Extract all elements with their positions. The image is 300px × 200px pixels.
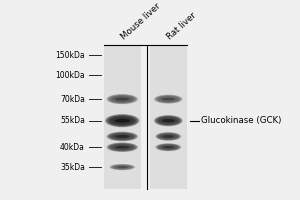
Ellipse shape [112,165,132,169]
Ellipse shape [158,133,178,140]
Ellipse shape [110,144,135,151]
Ellipse shape [109,116,135,125]
Ellipse shape [155,95,181,103]
Ellipse shape [111,164,134,170]
Ellipse shape [155,132,181,141]
Ellipse shape [158,117,178,124]
Ellipse shape [111,117,134,124]
Ellipse shape [116,166,128,168]
Ellipse shape [105,114,140,127]
Ellipse shape [162,119,175,122]
Text: 35kDa: 35kDa [60,163,85,172]
Ellipse shape [106,142,138,152]
Ellipse shape [106,94,138,104]
Ellipse shape [157,116,180,125]
Ellipse shape [154,115,183,126]
Ellipse shape [157,144,180,151]
Ellipse shape [159,145,177,150]
Ellipse shape [109,143,136,151]
Ellipse shape [110,133,134,140]
Ellipse shape [162,98,175,100]
Ellipse shape [159,133,178,139]
Ellipse shape [156,132,181,140]
Ellipse shape [108,132,136,141]
Ellipse shape [108,116,136,126]
Ellipse shape [154,95,182,103]
Ellipse shape [158,96,179,102]
Ellipse shape [111,133,133,139]
Ellipse shape [159,134,177,139]
Ellipse shape [154,115,182,126]
Ellipse shape [157,133,179,140]
Ellipse shape [110,133,135,140]
Text: 40kDa: 40kDa [60,143,85,152]
Ellipse shape [155,143,181,151]
Ellipse shape [157,133,180,140]
Ellipse shape [108,143,136,151]
Ellipse shape [111,96,133,102]
Text: Glucokinase (GCK): Glucokinase (GCK) [201,116,282,125]
Ellipse shape [115,98,129,101]
Ellipse shape [109,133,136,140]
Text: 70kDa: 70kDa [60,95,85,104]
Ellipse shape [110,96,134,103]
Ellipse shape [159,144,178,150]
Bar [103,45,141,189]
Ellipse shape [112,165,133,169]
Ellipse shape [115,119,130,123]
Ellipse shape [111,165,133,170]
Ellipse shape [115,135,129,138]
Ellipse shape [110,95,135,103]
Ellipse shape [156,116,181,125]
Ellipse shape [107,115,138,127]
Ellipse shape [158,117,179,125]
Ellipse shape [156,143,181,151]
Ellipse shape [106,114,139,127]
Ellipse shape [156,95,181,103]
Ellipse shape [107,132,137,141]
Ellipse shape [107,94,137,104]
Ellipse shape [163,146,174,148]
Ellipse shape [108,115,137,126]
Text: Mouse liver: Mouse liver [119,2,162,42]
Ellipse shape [106,132,138,141]
Text: 100kDa: 100kDa [55,71,85,80]
Ellipse shape [109,95,136,103]
Ellipse shape [155,116,181,126]
Text: 55kDa: 55kDa [60,116,85,125]
Ellipse shape [110,116,134,125]
Ellipse shape [108,95,136,104]
Ellipse shape [110,144,134,151]
Bar [150,45,187,189]
Ellipse shape [107,143,137,152]
Ellipse shape [157,144,179,150]
Text: Rat liver: Rat liver [165,11,198,42]
Ellipse shape [154,95,183,104]
Ellipse shape [158,144,178,150]
Text: 150kDa: 150kDa [55,51,85,60]
Ellipse shape [163,135,174,138]
Ellipse shape [109,164,135,170]
Ellipse shape [157,96,180,103]
Ellipse shape [115,146,129,149]
Ellipse shape [111,144,133,150]
Ellipse shape [110,164,134,170]
